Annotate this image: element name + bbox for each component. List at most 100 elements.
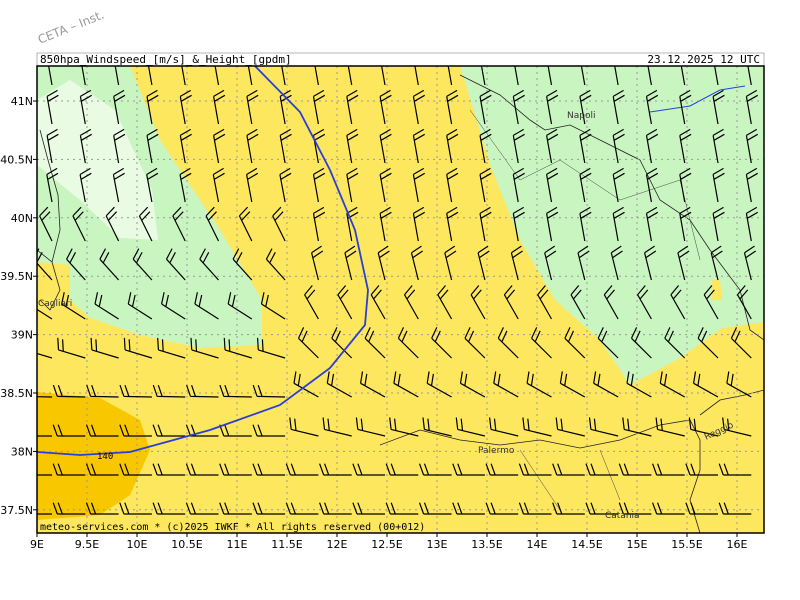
wind-barb <box>546 89 559 125</box>
wind-barb <box>555 417 585 437</box>
place-label: Palermo <box>478 446 515 456</box>
wind-barb <box>479 167 492 203</box>
wind-barb <box>685 463 718 476</box>
wind-barb <box>46 89 59 125</box>
wind-barb <box>403 285 419 320</box>
wind-barb <box>165 248 186 281</box>
wind-barb <box>314 66 319 86</box>
wind-barb <box>85 502 119 515</box>
wind-barb <box>452 463 485 476</box>
wind-barb <box>697 327 719 359</box>
wind-barb <box>680 66 686 86</box>
wind-barb <box>447 66 453 86</box>
wind-barb <box>46 167 59 203</box>
wind-barb <box>223 337 252 359</box>
wind-barb <box>622 417 652 437</box>
wind-barb <box>181 66 186 86</box>
wind-barb <box>326 371 352 398</box>
wind-barb <box>414 66 419 86</box>
wind-barb <box>514 66 519 86</box>
wind-barb <box>645 89 659 125</box>
wind-barb <box>37 474 52 476</box>
lon-label: 15.5E <box>671 538 702 551</box>
wind-barb <box>579 128 592 164</box>
grid <box>37 66 764 533</box>
wind-barb <box>194 292 219 320</box>
wind-barb <box>72 206 86 242</box>
wind-barb <box>46 128 59 164</box>
lon-label: 13.5E <box>471 538 502 551</box>
wind-barb <box>712 128 725 164</box>
wind-barb <box>81 66 86 86</box>
wind-barb <box>652 502 685 515</box>
wind-barb <box>470 285 486 320</box>
wind-barb <box>272 206 286 242</box>
map-area: 140 Napoli Cagliari Palermo Reggio Catan… <box>37 66 764 533</box>
wind-barb <box>157 337 186 359</box>
wind-barb <box>39 206 53 242</box>
wind-barb <box>179 167 192 203</box>
wind-barb <box>86 384 119 398</box>
lon-label: 10.5E <box>171 538 202 551</box>
wind-barb <box>352 463 385 476</box>
wind-barb <box>205 206 220 242</box>
watermark: CETA – Inst. <box>36 8 106 47</box>
wind-barb <box>119 502 152 515</box>
wind-barb <box>712 89 725 125</box>
wind-barb <box>512 167 525 203</box>
wind-barb <box>645 167 659 203</box>
wind-barb <box>246 167 259 203</box>
wind-barb <box>232 248 253 281</box>
header-datetime: 23.12.2025 12 UTC <box>647 53 760 66</box>
wind-barb <box>644 245 657 281</box>
wind-barb <box>526 371 552 398</box>
wind-barb <box>518 502 552 515</box>
lat-label: 39N <box>11 329 33 342</box>
wind-barb <box>127 292 153 320</box>
wind-barb <box>626 371 652 398</box>
wind-barb <box>381 66 386 86</box>
wind-barb <box>346 167 359 203</box>
wind-barb <box>119 463 152 476</box>
wind-barb <box>422 417 452 437</box>
wind-barb <box>531 327 552 359</box>
wind-barb <box>612 128 625 164</box>
wind-barb <box>113 89 126 125</box>
wind-barb <box>512 206 525 242</box>
wind-barb <box>289 417 319 437</box>
wind-barb <box>679 167 692 203</box>
wind-barb <box>679 89 692 125</box>
wind-barb <box>745 206 758 242</box>
coastline <box>37 129 61 311</box>
wind-barb <box>564 327 586 359</box>
wind-barb <box>412 89 425 125</box>
wind-barb <box>426 371 452 398</box>
wind-barb <box>219 384 252 398</box>
wind-barb <box>238 206 253 242</box>
wind-barb <box>79 167 92 203</box>
wind-barb <box>90 337 119 359</box>
wind-barb <box>712 167 725 203</box>
wind-barb <box>114 66 120 86</box>
wind-barb <box>52 502 86 515</box>
wind-barb <box>547 66 553 86</box>
wind-barb <box>185 463 219 476</box>
wind-barb <box>612 206 625 242</box>
wind-barb <box>319 502 352 515</box>
wind-barb <box>570 285 586 320</box>
wind-barb <box>437 285 453 320</box>
wind-barb <box>52 424 86 437</box>
wind-barb <box>119 384 152 398</box>
wind-barb <box>246 89 259 125</box>
wind-barb <box>377 245 390 281</box>
wind-barb <box>745 128 758 164</box>
wind-barb <box>612 89 625 125</box>
wind-barb <box>161 292 186 320</box>
wind-barb <box>379 206 392 242</box>
wind-barb <box>730 327 752 359</box>
wind-barb <box>61 292 86 320</box>
wind-barb <box>311 245 324 281</box>
wind-barb <box>146 89 159 125</box>
axes: 9E 9.5E 10E 10.5E 11E 11.5E 12E 12.5E 13E 13.5E 14… <box>0 95 747 551</box>
wind-barb <box>347 66 353 86</box>
